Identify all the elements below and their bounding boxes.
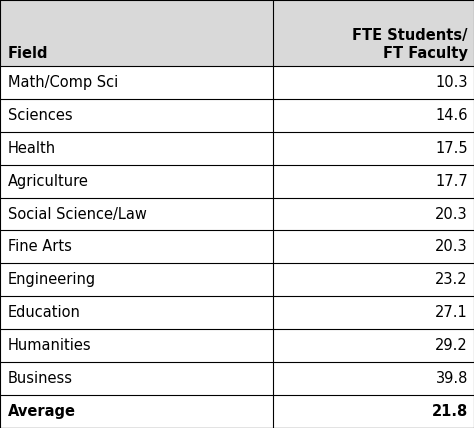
Text: 29.2: 29.2: [435, 338, 468, 353]
Text: Business: Business: [8, 371, 73, 386]
Text: 14.6: 14.6: [436, 108, 468, 123]
Text: Humanities: Humanities: [8, 338, 91, 353]
Bar: [0, 263, 273, 296]
Bar: [273, 362, 474, 395]
Text: Social Science/Law: Social Science/Law: [8, 206, 147, 222]
Text: 27.1: 27.1: [435, 305, 468, 320]
Text: 21.8: 21.8: [432, 404, 468, 419]
Text: 20.3: 20.3: [436, 239, 468, 254]
Text: 10.3: 10.3: [436, 75, 468, 90]
Text: Average: Average: [8, 404, 76, 419]
Text: 17.7: 17.7: [435, 174, 468, 189]
Bar: [273, 165, 474, 198]
Text: 39.8: 39.8: [436, 371, 468, 386]
Bar: [273, 0, 474, 66]
Text: 17.5: 17.5: [436, 141, 468, 156]
Bar: [0, 165, 273, 198]
Bar: [0, 230, 273, 263]
Bar: [0, 99, 273, 132]
Bar: [273, 263, 474, 296]
Text: FTE Students/
FT Faculty: FTE Students/ FT Faculty: [353, 28, 468, 61]
Bar: [0, 198, 273, 230]
Bar: [273, 66, 474, 99]
Text: Engineering: Engineering: [8, 272, 96, 287]
Bar: [0, 66, 273, 99]
Bar: [0, 362, 273, 395]
Bar: [273, 99, 474, 132]
Bar: [0, 296, 273, 329]
Text: Math/Comp Sci: Math/Comp Sci: [8, 75, 118, 90]
Bar: [273, 198, 474, 230]
Text: Education: Education: [8, 305, 81, 320]
Text: 20.3: 20.3: [436, 206, 468, 222]
Text: Agriculture: Agriculture: [8, 174, 89, 189]
Bar: [273, 296, 474, 329]
Bar: [273, 395, 474, 428]
Bar: [273, 132, 474, 165]
Bar: [0, 132, 273, 165]
Bar: [0, 0, 273, 66]
Text: Field: Field: [8, 46, 48, 61]
Bar: [0, 395, 273, 428]
Text: 23.2: 23.2: [436, 272, 468, 287]
Bar: [0, 329, 273, 362]
Text: Sciences: Sciences: [8, 108, 73, 123]
Text: Fine Arts: Fine Arts: [8, 239, 72, 254]
Bar: [273, 230, 474, 263]
Text: Health: Health: [8, 141, 56, 156]
Bar: [273, 329, 474, 362]
